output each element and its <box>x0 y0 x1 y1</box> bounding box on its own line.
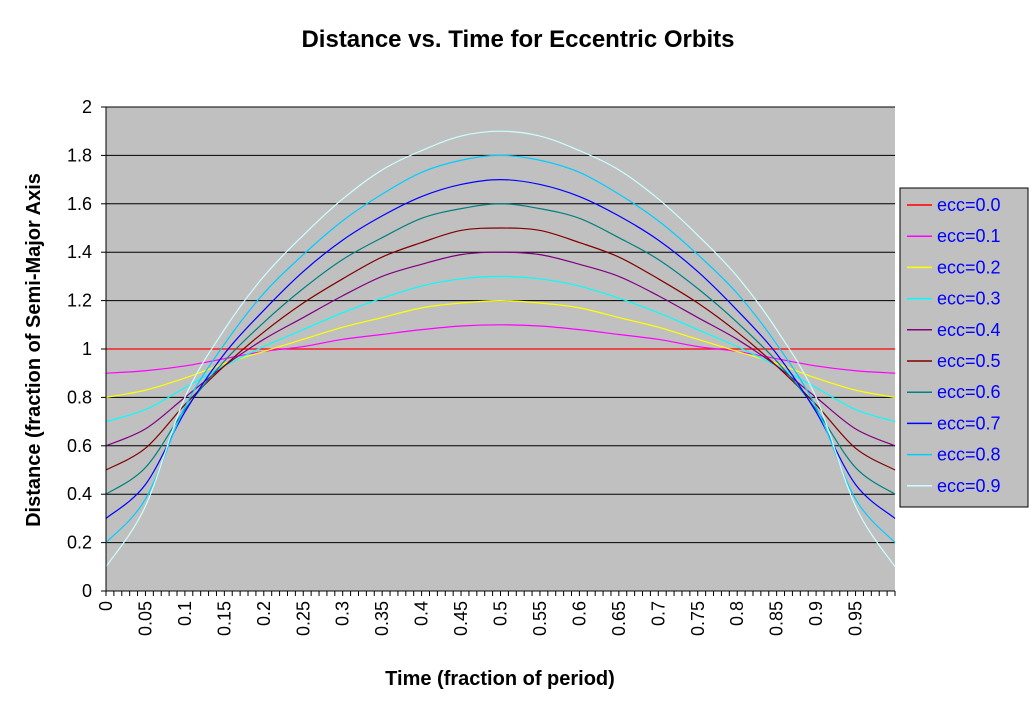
legend-label: ecc=0.5 <box>937 351 1001 371</box>
series-lines <box>105 130 896 568</box>
y-tick-label: 1.4 <box>67 242 92 262</box>
legend-label: ecc=0.0 <box>937 195 1001 215</box>
x-tick-label: 0 <box>96 601 116 611</box>
x-tick-label: 0.2 <box>254 601 274 626</box>
axes <box>101 106 896 596</box>
x-axis-title: Time (fraction of period) <box>385 668 615 690</box>
series-line-ecc=0.8 <box>105 154 896 544</box>
legend-label: ecc=0.3 <box>937 289 1001 309</box>
y-tick-label: 1.8 <box>67 145 92 165</box>
x-tick-label: 0.25 <box>293 601 313 636</box>
y-axis-title: Distance (fraction of Semi-Major Axis <box>23 173 45 527</box>
x-tick-label: 0.75 <box>688 601 708 636</box>
y-tick-labels: 0 0.2 0.4 0.6 0.8 1 1.2 1.4 1.6 1.8 2 <box>67 97 92 601</box>
legend <box>899 187 1029 508</box>
x-tick-label: 0.6 <box>569 601 589 626</box>
legend-label: ecc=0.1 <box>937 226 1001 246</box>
series-line-ecc=0.1 <box>105 324 896 374</box>
x-tick-label: 0.8 <box>727 601 747 626</box>
series-line-ecc=0.4 <box>105 251 896 447</box>
x-tick-label: 0.3 <box>333 601 353 626</box>
y-tick-label: 1 <box>82 339 92 359</box>
legend-label: ecc=0.7 <box>937 413 1001 433</box>
series-line-ecc=0.9 <box>105 130 896 568</box>
x-tick-label: 0.1 <box>175 601 195 626</box>
y-tick-label: 0.2 <box>67 533 92 553</box>
y-tick-label: 2 <box>82 97 92 117</box>
x-tick-label: 0.55 <box>530 601 550 636</box>
x-tick-label: 0.65 <box>609 601 629 636</box>
x-tick-labels: 0 0.05 0.1 0.15 0.2 0.25 0.3 0.35 0.4 0.45 0.5 0.55… <box>96 601 866 636</box>
x-tick-label: 0.7 <box>648 601 668 626</box>
series-line-ecc=0.6 <box>105 203 896 495</box>
x-tick-label: 0.5 <box>491 601 511 626</box>
y-tick-label: 0.6 <box>67 436 92 456</box>
x-tick-label: 0.4 <box>412 601 432 626</box>
x-tick-label: 0.95 <box>846 601 866 636</box>
y-tick-label: 0.8 <box>67 387 92 407</box>
legend-items: ecc=0.0 ecc=0.1 ecc=0.2 ecc=0.3 ecc=0.4 ecc=0… <box>907 195 1001 496</box>
series-line-ecc=0.5 <box>105 227 896 471</box>
legend-label: ecc=0.4 <box>937 320 1001 340</box>
x-tick-label: 0.85 <box>767 601 787 636</box>
x-tick-label: 0.05 <box>135 601 155 636</box>
chart-title: Distance vs. Time for Eccentric Orbits <box>301 26 734 53</box>
y-tick-label: 1.6 <box>67 194 92 214</box>
legend-label: ecc=0.8 <box>937 445 1001 465</box>
series-line-ecc=0.3 <box>105 275 896 423</box>
x-tick-label: 0.45 <box>451 601 471 636</box>
y-tick-label: 1.2 <box>67 291 92 311</box>
series-line-ecc=0.7 <box>105 178 896 519</box>
x-tick-label: 0.15 <box>214 601 234 636</box>
x-tick-label: 0.35 <box>372 601 392 636</box>
y-tick-label: 0.4 <box>67 484 92 504</box>
legend-label: ecc=0.2 <box>937 257 1001 277</box>
x-tick-label: 0.9 <box>806 601 826 626</box>
legend-label: ecc=0.6 <box>937 382 1001 402</box>
legend-label: ecc=0.9 <box>937 476 1001 496</box>
y-tick-label: 0 <box>82 581 92 601</box>
